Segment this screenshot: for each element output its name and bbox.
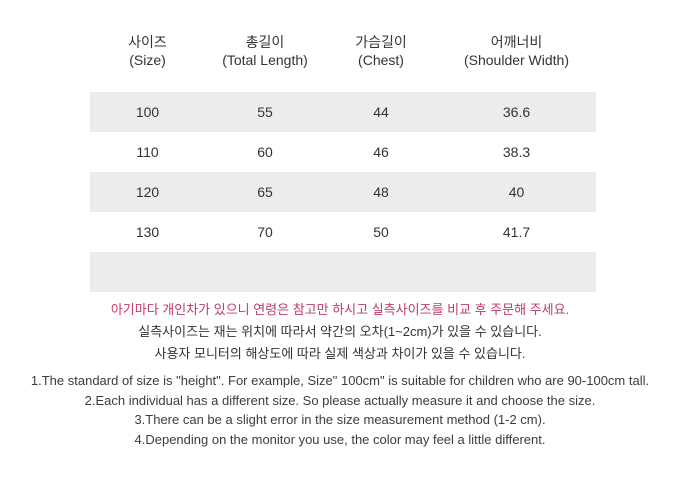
table-cell: 100 <box>135 104 160 120</box>
table-cell: 110 <box>136 144 159 160</box>
table-cell: 60 <box>257 144 273 160</box>
size-table: 사이즈 (Size) 총길이 (Total Length) 가슴길이 (Ches… <box>90 22 596 292</box>
korean-notice-highlight: 아기마다 개인차가 있으니 연령은 참고만 하시고 실측사이즈를 비교 후 주문… <box>110 302 570 317</box>
column-header-size-ko: 사이즈 <box>128 34 167 50</box>
table-cell <box>325 252 437 292</box>
column-header-total-length-ko: 총길이 <box>245 34 285 50</box>
table-cell: 55 <box>257 104 273 120</box>
header-row: 사이즈 (Size) 총길이 (Total Length) 가슴길이 (Ches… <box>90 22 596 92</box>
column-header-shoulder-width: 어깨너비 (Shoulder Width) <box>437 22 596 92</box>
korean-notice-line: 실측사이즈는 재는 위치에 따라서 약간의 오차(1~2cm)가 있을 수 있습… <box>138 324 542 339</box>
korean-notice-line: 사용자 모니터의 해상도에 따라 실제 색상과 차이가 있을 수 있습니다. <box>154 346 526 361</box>
column-header-size-en: (Size) <box>129 52 166 68</box>
english-note-line: 2.Each individual has a different size. … <box>84 392 596 408</box>
column-header-chest-en: (Chest) <box>358 52 404 68</box>
table-cell: 48 <box>373 184 389 200</box>
column-header-shoulder-width-en: (Shoulder Width) <box>463 52 570 68</box>
table-cell: 36.6 <box>502 104 531 120</box>
table-cell: 40 <box>508 184 525 200</box>
table-row-empty <box>90 252 596 292</box>
column-header-size: 사이즈 (Size) <box>90 22 205 92</box>
table-cell <box>437 252 596 292</box>
english-note-line: 1.The standard of size is "height". For … <box>30 373 650 388</box>
english-note-line: 3.There can be a slight error in the siz… <box>134 412 546 427</box>
english-notes: 1.The standard of size is "height". For … <box>0 371 680 449</box>
column-header-shoulder-width-ko: 어깨너비 <box>490 34 543 50</box>
table-cell: 41.7 <box>502 224 531 240</box>
notes-section: 아기마다 개인차가 있으니 연령은 참고만 하시고 실측사이즈를 비교 후 주문… <box>0 299 680 449</box>
column-header-total-length-en: (Total Length) <box>222 52 308 68</box>
table-cell <box>205 252 325 292</box>
table-cell: 65 <box>257 184 273 200</box>
table-row: 120 65 48 40 <box>90 172 596 212</box>
table-row: 130 70 50 41.7 <box>90 212 596 252</box>
column-header-total-length: 총길이 (Total Length) <box>205 22 325 92</box>
table-row: 100 55 44 36.6 <box>90 92 596 132</box>
table-cell: 44 <box>373 104 389 120</box>
column-header-chest: 가슴길이 (Chest) <box>325 22 437 92</box>
table-row: 110 60 46 38.3 <box>90 132 596 172</box>
table-cell: 50 <box>373 224 389 240</box>
table-cell: 120 <box>135 184 160 200</box>
column-header-chest-ko: 가슴길이 <box>355 34 407 50</box>
english-note-line: 4.Depending on the monitor you use, the … <box>134 431 546 447</box>
table-cell: 46 <box>373 144 389 160</box>
table-cell <box>90 252 205 292</box>
table-cell: 38.3 <box>502 144 531 160</box>
table-cell: 70 <box>257 224 273 240</box>
table-cell: 130 <box>135 224 160 240</box>
